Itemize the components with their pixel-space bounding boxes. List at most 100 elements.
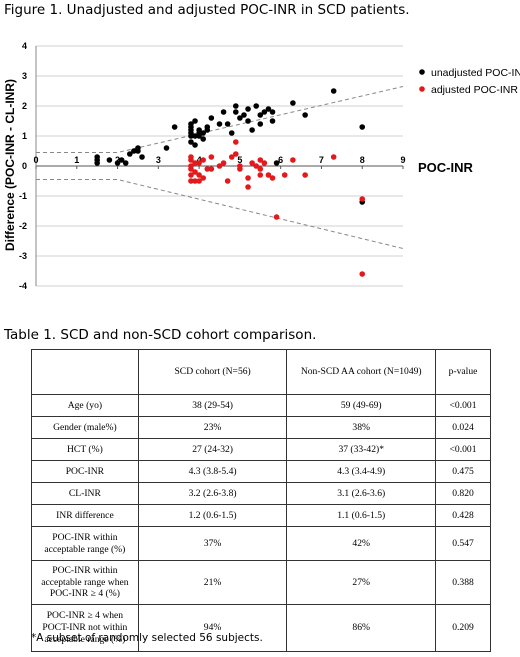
table-cell: 37 (33-42)* (286, 438, 437, 461)
table-cell: 0.475 (435, 460, 491, 483)
table-cell: 1.2 (0.6-1.5) (137, 504, 288, 527)
unadjusted-point (269, 109, 276, 115)
unadjusted-point (224, 121, 231, 127)
adjusted-point (192, 160, 198, 166)
table-body: Age (yo) 38 (29-54) 59 (49-69) <0.001 Gender… (31, 394, 491, 652)
table-cell: <0.001 (435, 438, 491, 461)
adjusted-point (188, 154, 194, 160)
unadjusted-point (228, 130, 235, 136)
table-cell: 59 (49-69) (286, 394, 437, 417)
unadjusted-point (261, 109, 268, 115)
chart-grid (36, 45, 403, 287)
x-tick-label: 0 (33, 155, 38, 165)
confidence-band (36, 86, 404, 249)
adjusted-point (249, 160, 255, 166)
adjusted-point (261, 160, 268, 166)
table-cell: 38% (286, 416, 437, 439)
unadjusted-point (233, 103, 239, 109)
adjusted-point (253, 163, 259, 169)
table-row: POC-INR 4.3 (3.8-5.4) 4.3 (3.4-4.9) 0.475 (31, 460, 491, 483)
adjusted-point (196, 160, 202, 166)
adjusted-point (257, 157, 264, 163)
table-cell: 27 (24-32) (137, 438, 288, 461)
adjusted-point (233, 151, 239, 157)
adjusted-point (359, 271, 366, 277)
table-cell: 27% (286, 560, 437, 605)
table-row: POC-INR within acceptable range when POC… (31, 560, 491, 605)
table-row: HCT (%) 27 (24-32) 37 (33-42)* <0.001 (31, 438, 491, 461)
confidence-line (36, 179, 404, 249)
unadjusted-point (208, 115, 215, 121)
table-cell: 3.1 (2.6-3.6) (286, 482, 437, 505)
unadjusted-point (122, 160, 129, 166)
table-cell: <0.001 (435, 394, 491, 417)
row-label-cell: CL-INR (31, 482, 139, 505)
y-axis-label: Difference (POC-INR - CL-INR) (3, 79, 17, 251)
legend-marker (419, 69, 425, 75)
data-points (94, 88, 366, 277)
table-cell: 0.547 (435, 526, 491, 561)
unadjusted-point (200, 130, 206, 136)
unadjusted-point (330, 88, 337, 94)
adjusted-point (228, 154, 235, 160)
table-header-cell: p-value (435, 349, 491, 395)
unadjusted-point (290, 100, 296, 106)
adjusted-point (237, 163, 243, 169)
adjusted-point (257, 166, 264, 172)
unadjusted-point (163, 145, 170, 151)
unadjusted-point (220, 109, 227, 115)
adjusted-point (188, 178, 194, 184)
adjusted-point (257, 172, 264, 178)
y-tick-label: 3 (22, 71, 27, 81)
y-tick-label: 4 (22, 41, 27, 51)
legend-label: adjusted POC-INR (431, 84, 518, 96)
y-tick-label: 0 (22, 161, 27, 171)
y-tick-label: -2 (19, 221, 27, 231)
x-tick-label: 3 (156, 155, 161, 165)
x-tick-label: 8 (360, 155, 365, 165)
adjusted-point (245, 175, 251, 181)
unadjusted-point (131, 148, 137, 154)
adjusted-point (216, 163, 223, 169)
unadjusted-point (106, 157, 113, 163)
adjusted-point (281, 172, 288, 178)
adjusted-point (208, 166, 215, 172)
table-cell: 0.209 (435, 604, 491, 652)
unadjusted-point (245, 118, 251, 124)
unadjusted-point (245, 106, 251, 112)
adjusted-point (330, 154, 337, 160)
unadjusted-point (204, 124, 211, 130)
table-cell: 0.388 (435, 560, 491, 605)
table-header-row: SCD cohort (N=56) Non-SCD AA cohort (N=1… (31, 349, 491, 395)
adjusted-point (200, 175, 206, 181)
table-cell: 0.024 (435, 416, 491, 439)
table-cell: 0.820 (435, 482, 491, 505)
table-header-cell: SCD cohort (N=56) (137, 349, 288, 395)
x-tick-label: 9 (400, 155, 405, 165)
adjusted-point (265, 172, 272, 178)
chart-legend: unadjusted POC-INR adjusted POC-INR (419, 67, 520, 96)
table-header-cell (31, 349, 139, 395)
cohort-comparison-table: SCD cohort (N=56) Non-SCD AA cohort (N=1… (31, 349, 491, 652)
unadjusted-point (118, 157, 125, 163)
adjusted-point (196, 178, 202, 184)
unadjusted-point (359, 124, 366, 130)
adjusted-point (290, 157, 296, 163)
adjusted-point (220, 160, 227, 166)
row-label-cell: Gender (male%) (31, 416, 139, 439)
unadjusted-point (192, 118, 198, 124)
unadjusted-point (196, 130, 202, 136)
unadjusted-point (94, 154, 100, 160)
unadjusted-point (188, 139, 194, 145)
unadjusted-point (249, 127, 255, 133)
row-label-cell: INR difference (31, 504, 139, 527)
tick-labels: 0 1 2 3 4 5 6 7 8 9 4 3 2 1 0 -1 -2 -3 -4 (19, 41, 406, 291)
table-cell: 4.3 (3.4-4.9) (286, 460, 437, 483)
unadjusted-point (257, 121, 264, 127)
y-tick-label: 1 (22, 131, 27, 141)
unadjusted-point (302, 112, 308, 118)
table-row: POC-INR within acceptable range (%) 37% 42… (31, 526, 491, 561)
y-tick-label: -4 (19, 281, 27, 291)
row-label-cell: POC-INR (31, 460, 139, 483)
adjusted-point (188, 166, 194, 172)
